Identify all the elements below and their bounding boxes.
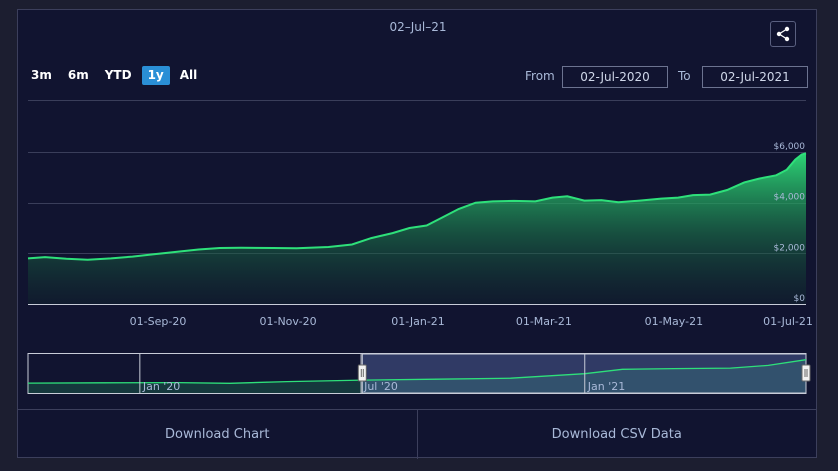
x-tick-label: 01-May-21 bbox=[645, 315, 703, 328]
y-tick-label: $4,000 bbox=[774, 193, 806, 203]
navigator-handle-left[interactable] bbox=[357, 364, 367, 382]
to-date-input[interactable]: 02-Jul-2021 bbox=[702, 66, 808, 88]
price-chart: $0 $2,000 $4,000 $6,000 01-Sep-20 01-Nov-20 01… bbox=[27, 100, 813, 328]
y-tick-label: $2,000 bbox=[774, 243, 806, 253]
navigator-area bbox=[28, 359, 806, 393]
series-area bbox=[28, 153, 806, 304]
range-button-all[interactable]: All bbox=[179, 68, 198, 82]
chart-panel: 02–Jul–21 3m 6m YTD 1y All From 02-Jul-2020 … bbox=[17, 9, 817, 459]
navigator-line bbox=[27, 359, 807, 384]
navigator-handle-right[interactable] bbox=[801, 364, 811, 382]
range-button-3m[interactable]: 3m bbox=[31, 68, 52, 82]
share-button[interactable] bbox=[770, 21, 796, 47]
x-tick-label: 01-Jan-21 bbox=[391, 315, 445, 328]
range-button-ytd[interactable]: YTD bbox=[104, 68, 132, 82]
range-button-1y[interactable]: 1y bbox=[141, 66, 170, 85]
share-icon bbox=[776, 26, 790, 42]
navigator-tick-label: Jan '21 bbox=[587, 380, 625, 393]
chart-date-title: 02–Jul–21 bbox=[389, 20, 447, 34]
series-line bbox=[27, 152, 807, 261]
navigator[interactable]: Jan '20 Jul '20 Jan '21 bbox=[18, 353, 816, 401]
y-tick-label: $0 bbox=[794, 294, 806, 304]
range-button-6m[interactable]: 6m bbox=[67, 68, 89, 82]
download-chart-button[interactable]: Download Chart bbox=[165, 427, 270, 442]
range-selector: 3m 6m YTD 1y All bbox=[25, 66, 203, 85]
from-date-input[interactable]: 02-Jul-2020 bbox=[562, 66, 668, 88]
to-label: To bbox=[678, 69, 691, 83]
x-tick-label: 01-Jul-21 bbox=[763, 315, 813, 328]
x-tick-label: 01-Nov-20 bbox=[259, 315, 316, 328]
footer: Download Chart Download CSV Data bbox=[18, 409, 816, 459]
navigator-tick-label: Jan '20 bbox=[142, 380, 180, 393]
from-label: From bbox=[525, 69, 555, 83]
x-tick-label: 01-Mar-21 bbox=[516, 315, 572, 328]
x-tick-label: 01-Sep-20 bbox=[130, 315, 187, 328]
navigator-tick-label: Jul '20 bbox=[363, 380, 398, 393]
y-tick-label: $6,000 bbox=[774, 142, 806, 152]
download-csv-button[interactable]: Download CSV Data bbox=[416, 410, 817, 459]
